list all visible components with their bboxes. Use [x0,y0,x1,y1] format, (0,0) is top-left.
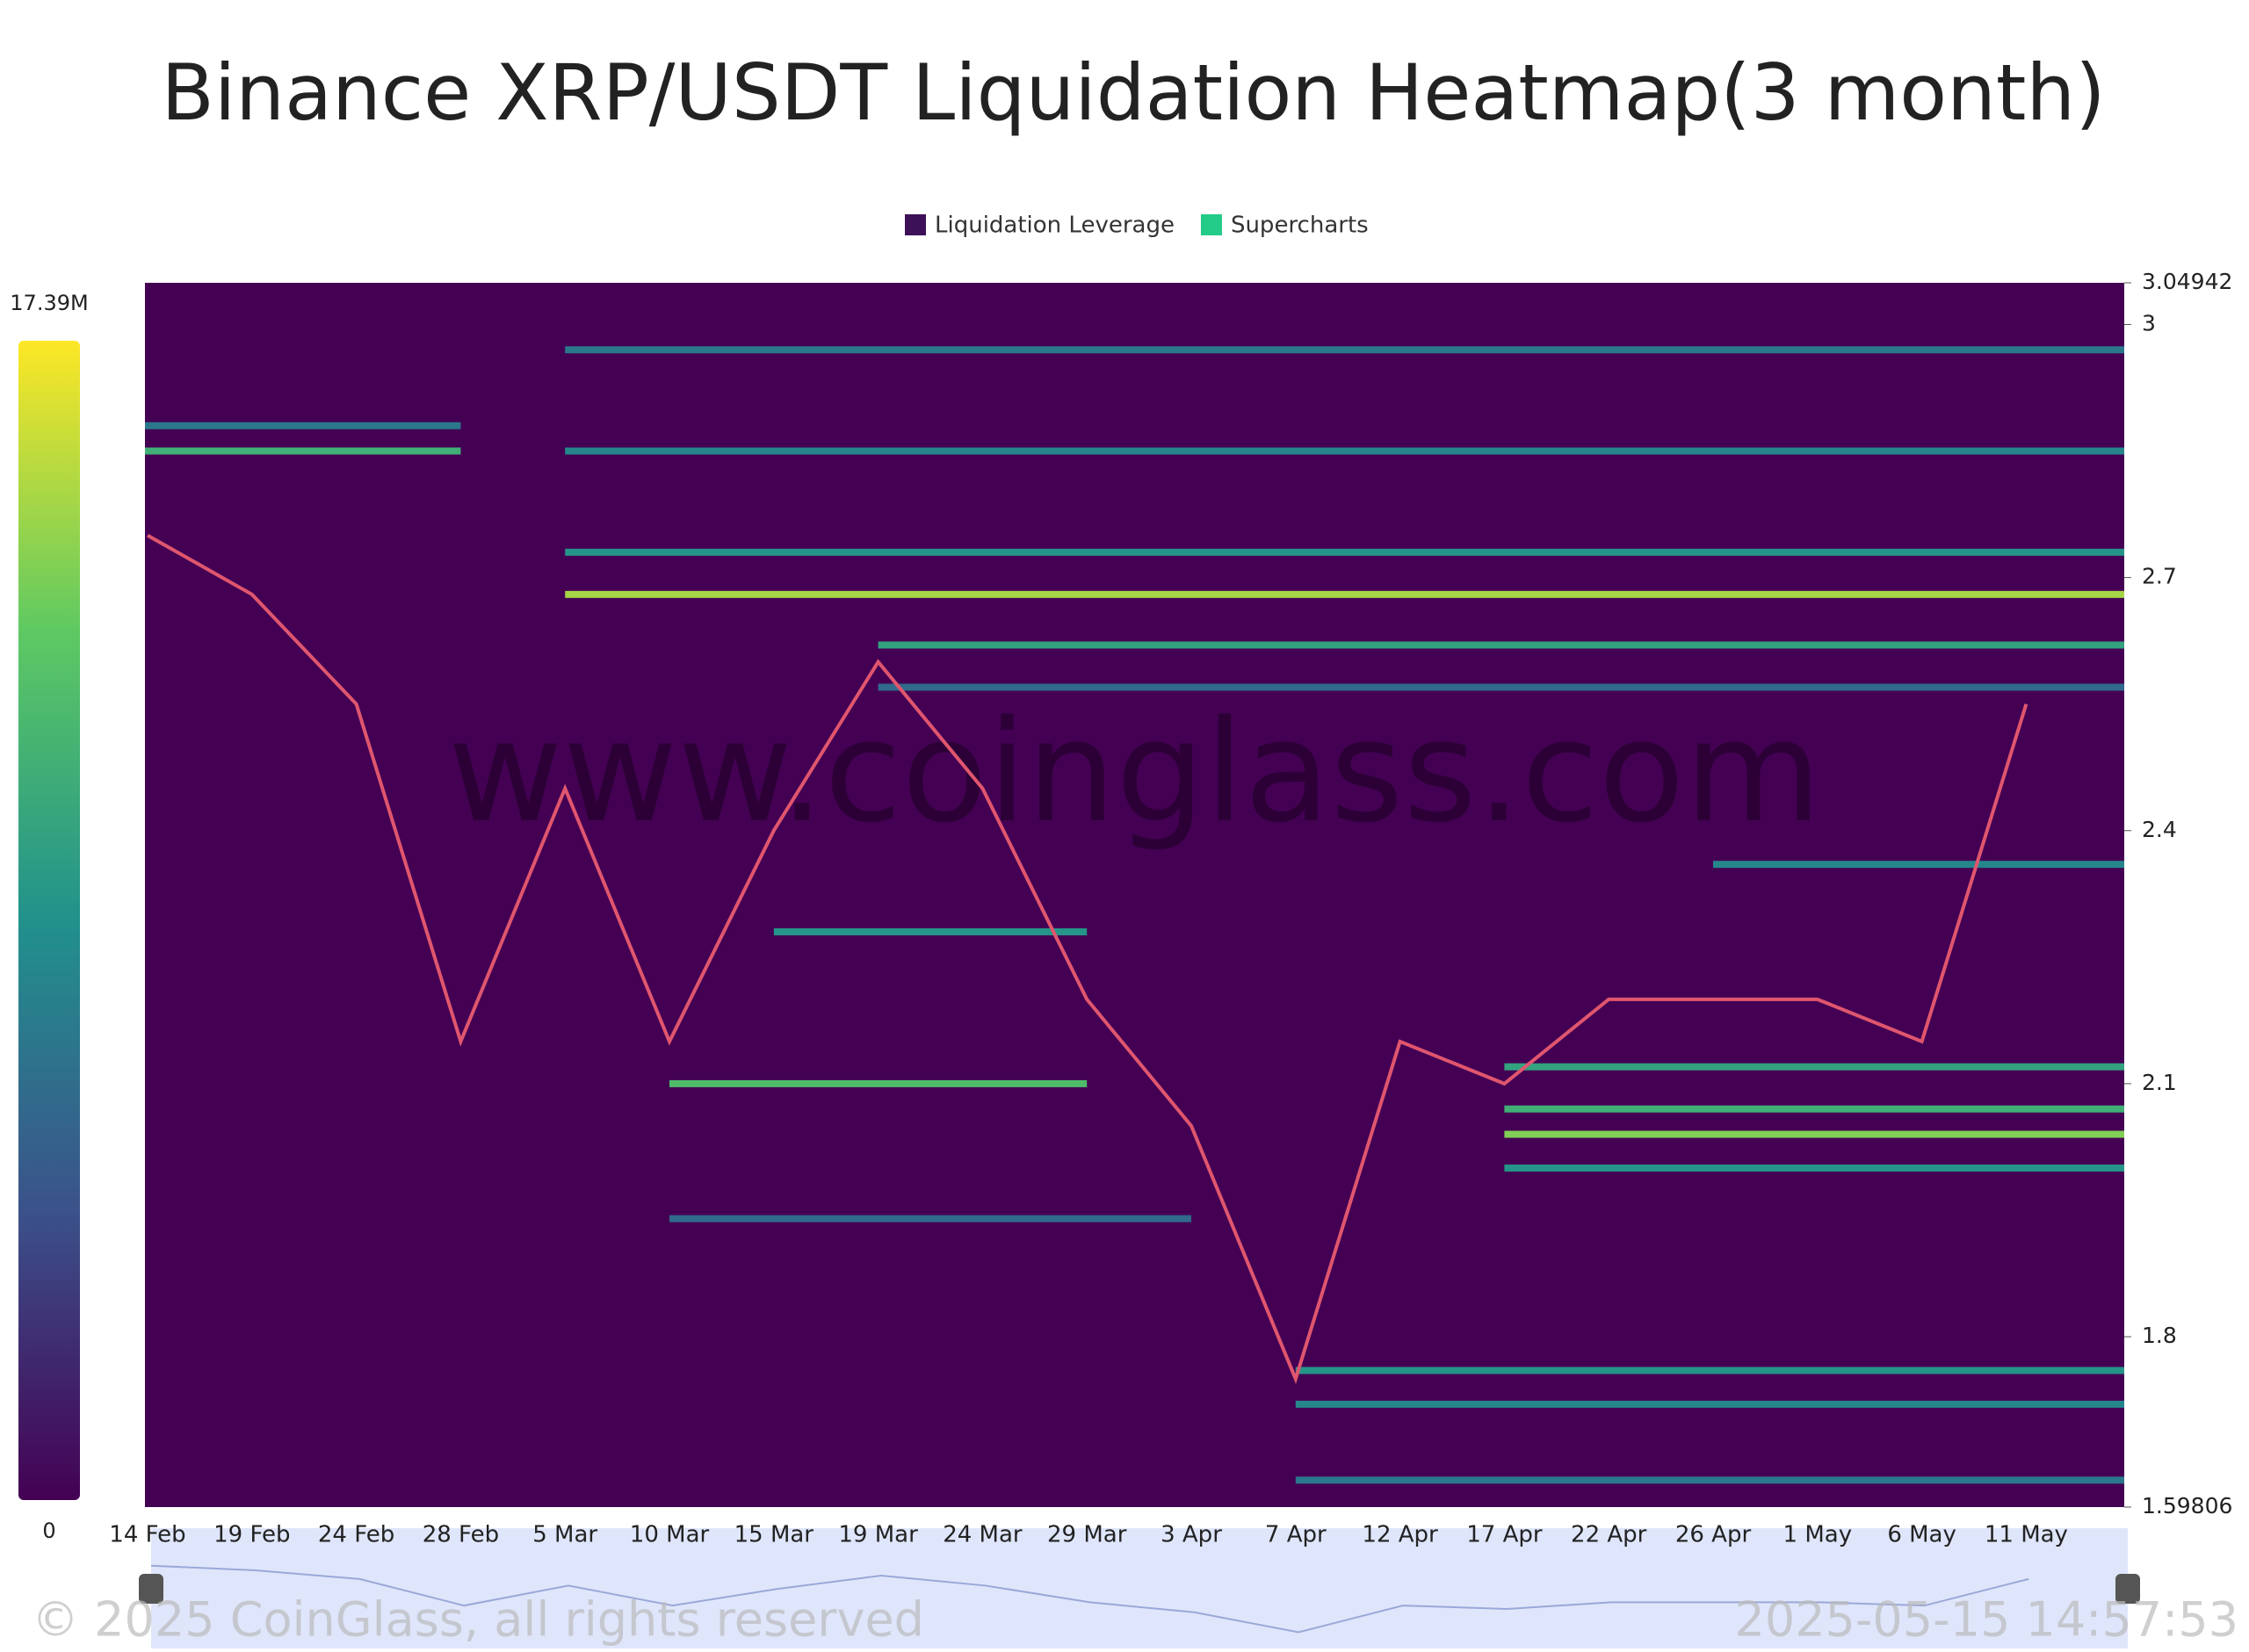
x-tick-label: 28 Feb [423,1522,499,1548]
x-tick-label: 29 Mar [1047,1522,1127,1548]
colorbar-min: 0 [42,1519,55,1543]
navigator-line [150,1564,2029,1634]
x-tick-label: 19 Feb [213,1522,290,1548]
chart-title: Binance XRP/USDT Liquidation Heatmap(3 m… [161,47,2105,138]
liquidation-level [565,590,2125,598]
x-tick-label: 19 Mar [838,1522,918,1548]
y-tick-label: 2.7 [2142,564,2177,589]
navigator-handle [139,1574,163,1604]
legend-swatch [1200,214,1222,235]
liquidation-level [565,447,2125,455]
liquidation-level [1504,1063,2124,1071]
colorbar [18,341,80,1500]
price-line [147,533,2028,1384]
liquidation-level [1504,1105,2124,1113]
x-tick-label: 3 Apr [1161,1522,1222,1548]
x-tick-label: 12 Apr [1362,1522,1438,1548]
y-tick-label: 2.1 [2142,1070,2177,1095]
legend-label: Liquidation Leverage [935,213,1175,239]
x-tick-label: 24 Mar [943,1522,1023,1548]
y-tick-label: 3 [2142,310,2156,335]
x-tick-label: 1 May [1783,1522,1853,1548]
liquidation-level [1295,1476,2124,1484]
x-tick-label: 6 May [1887,1522,1956,1548]
navigator [151,1528,2128,1648]
x-tick-label: 14 Feb [109,1522,185,1548]
liquidation-level [878,683,2124,691]
liquidation-level [669,1215,1191,1223]
x-tick-label: 7 Apr [1265,1522,1327,1548]
y-tick-label: 1.59806 [2142,1493,2232,1519]
legend-swatch [905,214,926,235]
colorbar-max: 17.39M [10,291,88,315]
liquidation-level [1713,861,2124,869]
liquidation-level [565,346,2125,354]
navigator-handle [2115,1574,2140,1604]
x-tick-label: 22 Apr [1571,1522,1647,1548]
x-tick-label: 17 Apr [1466,1522,1543,1548]
liquidation-level [1504,1164,2124,1172]
watermark: www.coinglass.com [448,689,1822,854]
copyright: © 2025 CoinGlass, all rights reserved [32,1592,924,1648]
x-tick-label: 11 May [1985,1522,2068,1548]
x-tick-label: 5 Mar [532,1522,597,1548]
y-tick-label: 2.4 [2142,817,2177,842]
liquidation-level [1295,1400,2124,1408]
liquidation-level [1504,1130,2124,1138]
x-tick-label: 26 Apr [1675,1522,1752,1548]
liquidation-level [565,548,2125,556]
x-tick-label: 24 Feb [318,1522,394,1548]
liquidation-level [878,641,2124,649]
y-tick-label: 3.04942 [2142,269,2232,294]
liquidation-level [669,1079,1088,1087]
liquidation-level [1295,1367,2124,1374]
y-tick-label: 1.8 [2142,1323,2177,1348]
legend-label: Supercharts [1231,213,1369,239]
x-tick-label: 10 Mar [630,1522,710,1548]
liquidation-level [145,422,461,429]
plot-background [145,283,2124,1507]
liquidation-level [773,928,1088,936]
x-tick-label: 15 Mar [734,1522,814,1548]
liquidation-level [145,447,461,455]
timestamp: 2025-05-15 14:57:53 [1734,1592,2238,1648]
